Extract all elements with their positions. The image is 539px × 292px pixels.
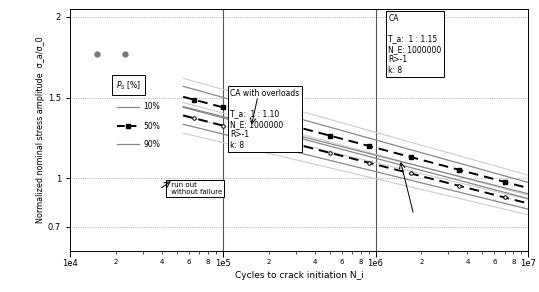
Text: $P_S$ [%]: $P_S$ [%]: [116, 79, 141, 92]
Text: CA

T_a:  1 : 1.15
N_E: 1000000
R>-1
k: 8: CA T_a: 1 : 1.15 N_E: 1000000 R>-1 k: 8: [389, 14, 442, 75]
Text: 10%: 10%: [143, 102, 160, 112]
Text: 50%: 50%: [143, 122, 160, 131]
X-axis label: Cycles to crack initiation N_i: Cycles to crack initiation N_i: [235, 271, 363, 280]
Text: run out 
 without failure: run out without failure: [169, 182, 222, 194]
Text: 90%: 90%: [143, 140, 160, 149]
Y-axis label: Normalized nominal stress amplitude  σ_a/σ_0: Normalized nominal stress amplitude σ_a/…: [36, 36, 45, 223]
Text: CA with overloads

T_a:  1 : 1.10
N_E: 1000000
R>-1
k: 8: CA with overloads T_a: 1 : 1.10 N_E: 100…: [231, 89, 300, 150]
